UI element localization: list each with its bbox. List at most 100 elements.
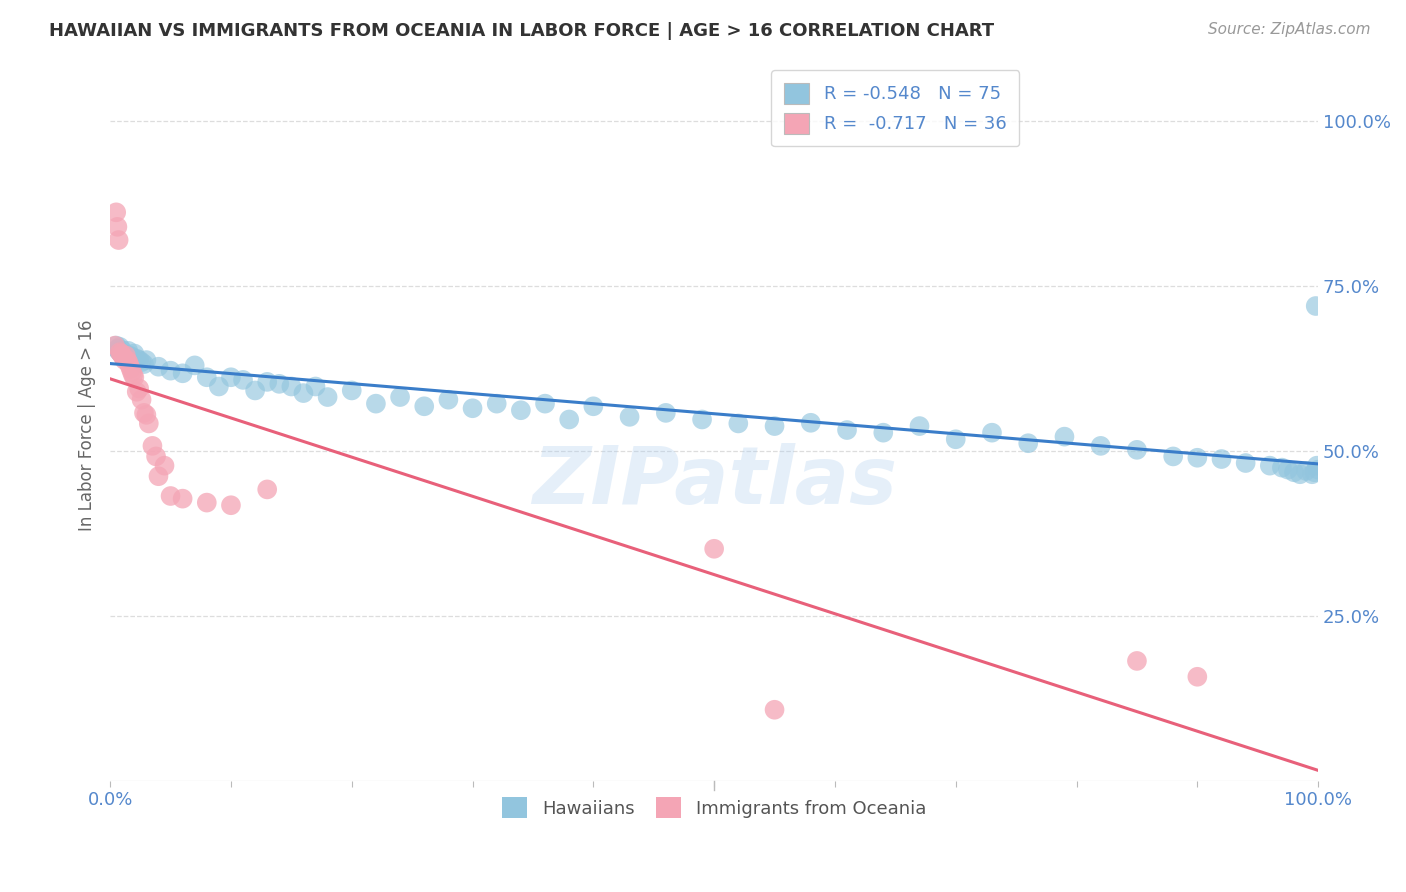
Point	[112, 351, 135, 365]
Point	[1187, 450, 1209, 465]
Point	[141, 439, 163, 453]
Point	[1277, 462, 1299, 476]
Y-axis label: In Labor Force | Age > 16: In Labor Force | Age > 16	[79, 319, 96, 531]
Text: ZIPatlas: ZIPatlas	[531, 442, 897, 521]
Point	[690, 412, 713, 426]
Point	[256, 483, 278, 497]
Point	[534, 397, 557, 411]
Point	[104, 338, 127, 352]
Point	[619, 409, 641, 424]
Point	[105, 205, 128, 219]
Point	[1295, 464, 1317, 478]
Point	[110, 346, 132, 360]
Point	[124, 370, 146, 384]
Point	[135, 353, 157, 368]
Point	[145, 450, 167, 464]
Point	[120, 353, 142, 368]
Point	[195, 370, 218, 384]
Legend: Hawaiians, Immigrants from Oceania: Hawaiians, Immigrants from Oceania	[495, 790, 934, 825]
Point	[509, 403, 531, 417]
Point	[1301, 467, 1323, 482]
Point	[107, 219, 129, 234]
Point	[128, 353, 150, 368]
Point	[413, 399, 436, 413]
Point	[125, 384, 148, 399]
Point	[304, 379, 326, 393]
Point	[110, 346, 132, 360]
Point	[172, 366, 194, 380]
Point	[437, 392, 460, 407]
Point	[1161, 450, 1184, 464]
Point	[111, 343, 134, 358]
Point	[1126, 654, 1149, 668]
Point	[981, 425, 1004, 440]
Point	[107, 342, 129, 356]
Point	[125, 351, 148, 366]
Point	[703, 541, 725, 556]
Point	[183, 359, 205, 373]
Point	[364, 397, 387, 411]
Point	[800, 416, 823, 430]
Point	[195, 495, 218, 509]
Point	[1017, 436, 1039, 450]
Point	[117, 343, 139, 358]
Point	[219, 498, 242, 512]
Point	[131, 392, 153, 407]
Point	[111, 349, 134, 363]
Point	[108, 345, 131, 359]
Point	[112, 346, 135, 360]
Point	[1271, 460, 1294, 475]
Point	[115, 349, 138, 363]
Point	[121, 350, 143, 364]
Point	[389, 390, 412, 404]
Point	[114, 353, 136, 368]
Point	[131, 355, 153, 369]
Point	[1305, 299, 1327, 313]
Text: HAWAIIAN VS IMMIGRANTS FROM OCEANIA IN LABOR FORCE | AGE > 16 CORRELATION CHART: HAWAIIAN VS IMMIGRANTS FROM OCEANIA IN L…	[49, 22, 994, 40]
Point	[159, 489, 181, 503]
Point	[292, 386, 315, 401]
Point	[243, 384, 266, 398]
Point	[1303, 465, 1326, 479]
Point	[1258, 458, 1281, 473]
Point	[835, 423, 858, 437]
Point	[1289, 467, 1312, 482]
Point	[582, 399, 605, 413]
Point	[269, 376, 291, 391]
Point	[727, 417, 749, 431]
Point	[1053, 429, 1076, 443]
Point	[232, 373, 254, 387]
Point	[132, 406, 155, 420]
Point	[128, 382, 150, 396]
Point	[208, 379, 231, 393]
Point	[655, 406, 678, 420]
Point	[461, 401, 484, 416]
Point	[558, 412, 581, 426]
Point	[135, 408, 157, 422]
Point	[1090, 439, 1112, 453]
Point	[120, 361, 142, 376]
Point	[118, 359, 141, 373]
Point	[117, 355, 139, 369]
Point	[872, 425, 894, 440]
Point	[485, 397, 508, 411]
Point	[114, 349, 136, 363]
Point	[316, 390, 339, 404]
Point	[1308, 462, 1330, 476]
Point	[153, 458, 176, 473]
Point	[908, 419, 931, 434]
Point	[132, 357, 155, 371]
Point	[340, 384, 363, 398]
Point	[219, 370, 242, 384]
Point	[138, 417, 160, 431]
Point	[945, 432, 967, 446]
Point	[107, 233, 129, 247]
Point	[115, 350, 138, 364]
Point	[148, 359, 170, 374]
Point	[107, 343, 129, 358]
Point	[124, 346, 146, 360]
Text: Source: ZipAtlas.com: Source: ZipAtlas.com	[1208, 22, 1371, 37]
Point	[105, 338, 128, 352]
Point	[1126, 442, 1149, 457]
Point	[108, 340, 131, 354]
